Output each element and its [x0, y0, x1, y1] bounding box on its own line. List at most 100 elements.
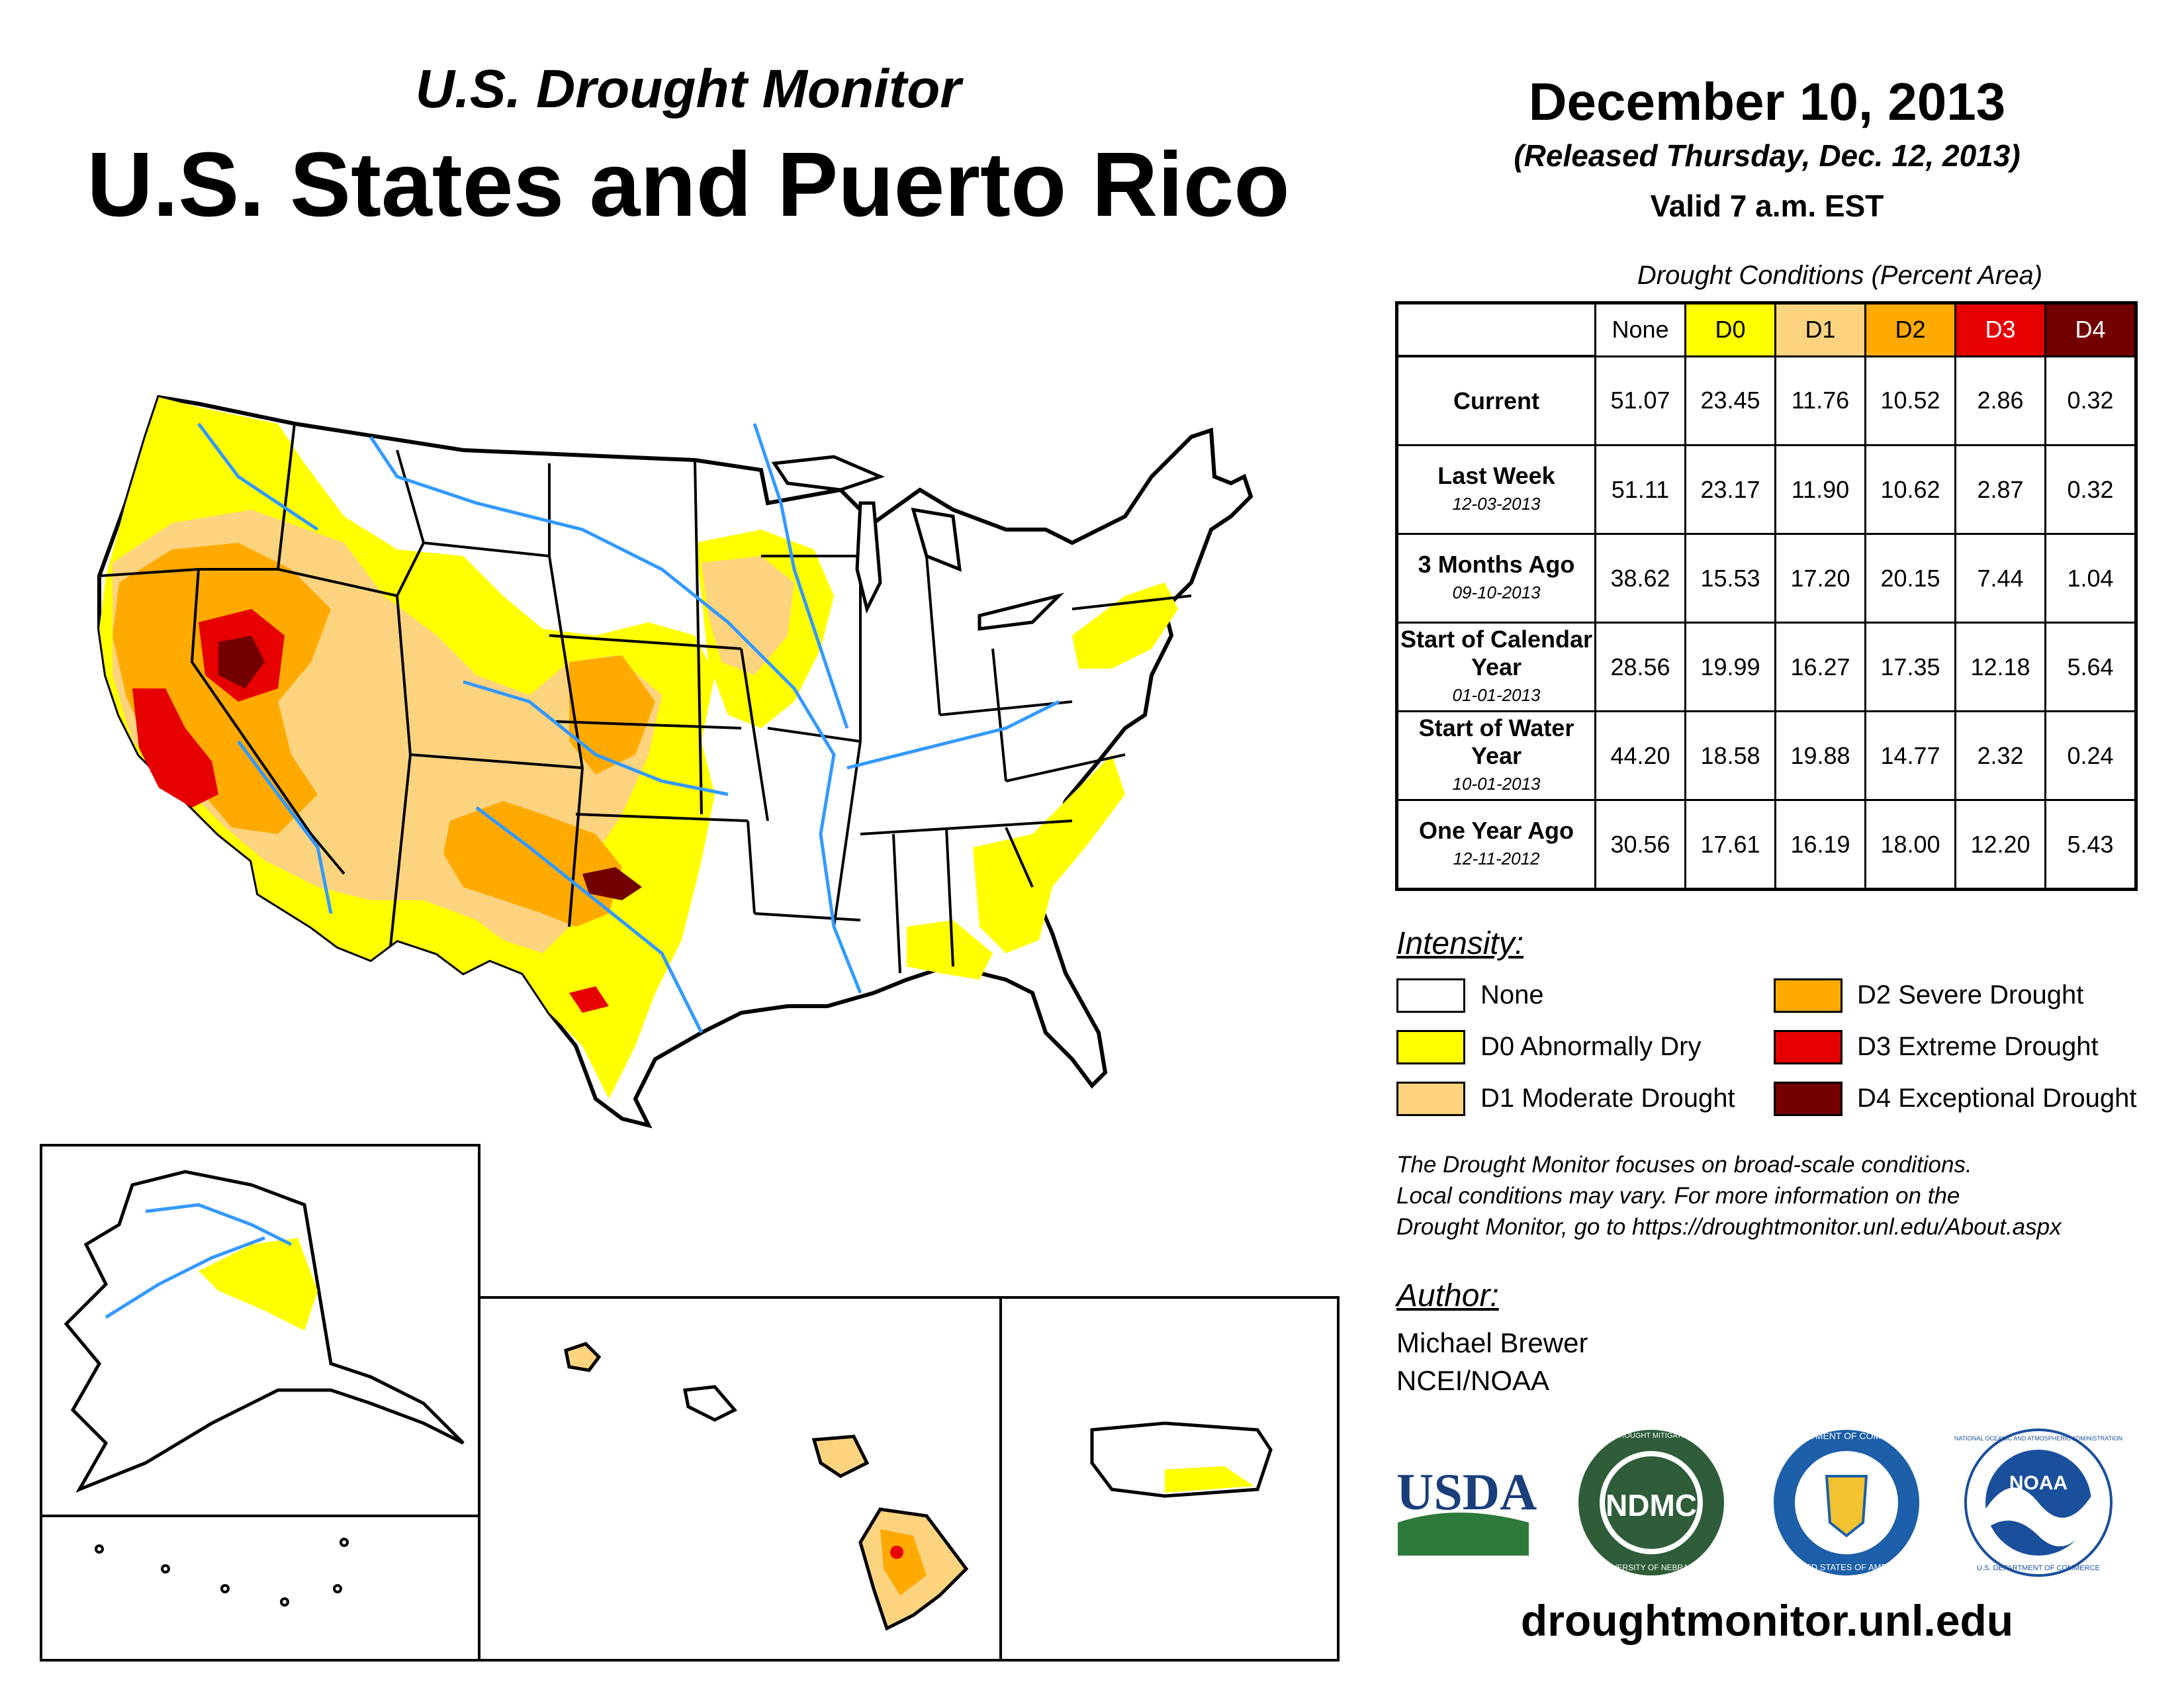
- maui: [811, 1434, 870, 1478]
- col-header: D0: [1684, 303, 1776, 357]
- big-island-d2: [880, 1529, 927, 1595]
- usda-text: USDA: [1396, 1463, 1537, 1521]
- table-row: Last Week 12-03-2013 51.11 23.17 11.90 10…: [1396, 444, 2137, 535]
- table-cell: 18.00: [1864, 799, 1956, 890]
- doc-ring-top: DEPARTMENT OF COMMERCE: [1778, 1430, 1914, 1441]
- noaa-ring-bottom: U.S. DEPARTMENT OF COMMERCE: [1977, 1564, 2100, 1572]
- table-cell: 10.62: [1864, 444, 1956, 535]
- d3-california: [132, 688, 218, 808]
- ndmc-text: NDMC: [1606, 1488, 1697, 1523]
- drought-areas: [99, 397, 1178, 1099]
- legend-swatch-d2: [1774, 978, 1843, 1013]
- valid-time: Valid 7 a.m. EST: [1650, 189, 1884, 223]
- table-cell: 51.07: [1594, 355, 1686, 446]
- table-row: One Year Ago 12-11-2012 30.56 17.61 16.19…: [1396, 799, 2137, 890]
- oahu: [683, 1385, 737, 1422]
- note-line: The Drought Monitor focuses on broad-sca…: [1396, 1152, 1972, 1178]
- alaska-land: [64, 1170, 465, 1493]
- table-row: Current 51.07 23.45 11.76 10.52 2.86 0.3…: [1396, 355, 2137, 446]
- table-cell: 16.27: [1774, 622, 1866, 712]
- footer-url[interactable]: droughtmonitor.unl.edu: [1520, 1596, 2014, 1645]
- table-header-row: None D0 D1 D2 D3 D4: [1396, 303, 2137, 357]
- doc-ring-bottom: UNITED STATES OF AMERICA: [1786, 1562, 1908, 1572]
- row-label: Current: [1396, 355, 1596, 446]
- big-island-d3: [890, 1546, 903, 1559]
- map-subtitle: U.S. Drought Monitor: [415, 59, 962, 119]
- legend-swatch-d4: [1774, 1082, 1843, 1116]
- table-cell: 19.99: [1684, 622, 1776, 712]
- col-header: D2: [1864, 303, 1956, 357]
- d3-texas: [569, 986, 609, 1013]
- row-date: 10-01-2013: [1452, 773, 1541, 794]
- hawaii-inset: [478, 1296, 1002, 1662]
- row-date: 12-11-2012: [1453, 848, 1540, 868]
- table-cell: 15.53: [1684, 533, 1776, 624]
- row-label: Start of Water Year 10-01-2013: [1396, 710, 1596, 801]
- disclaimer-note: The Drought Monitor focuses on broad-sca…: [1396, 1149, 2062, 1243]
- kauai: [564, 1342, 602, 1372]
- noaa-text: NOAA: [2009, 1472, 2068, 1494]
- d0-gulf: [907, 920, 993, 980]
- table-cell: 19.88: [1774, 710, 1866, 801]
- table-cell: 12.18: [1954, 622, 2046, 712]
- table-cell: 38.62: [1594, 533, 1686, 624]
- row-label-text: 3 Months Ago: [1418, 550, 1575, 578]
- table-cell: 16.19: [1774, 799, 1866, 890]
- table-cell: 23.45: [1684, 355, 1776, 446]
- legend-label-d0: D0 Abnormally Dry: [1480, 1032, 1702, 1061]
- legend-label-d1: D1 Moderate Drought: [1480, 1084, 1735, 1113]
- ndmc-logo: NDMC NATIONAL DROUGHT MITIGATION CENTER …: [1576, 1430, 1727, 1575]
- author-title: Author:: [1396, 1278, 1499, 1313]
- table-cell: 10.52: [1864, 355, 1956, 446]
- table-cell: 12.20: [1954, 799, 2046, 890]
- legend-label-d2: D2 Severe Drought: [1857, 980, 2084, 1009]
- table-cell: 5.43: [2044, 799, 2137, 890]
- noaa-logo: NOAA NATIONAL OCEANIC AND ATMOSPHERIC AD…: [1954, 1429, 2122, 1577]
- table-cell: 1.04: [2044, 533, 2137, 624]
- table-row: Start of Water Year 10-01-2013 44.20 18.5…: [1396, 710, 2137, 801]
- table-cell: 18.58: [1684, 710, 1776, 801]
- legend-swatch-d0: [1396, 1030, 1465, 1064]
- table-row: Start of Calendar Year 01-01-2013 28.56 1…: [1396, 622, 2137, 712]
- table-cell: 17.20: [1774, 533, 1866, 624]
- col-header: D3: [1954, 303, 2046, 357]
- state-boundaries: [99, 423, 1192, 974]
- row-date: 09-10-2013: [1452, 582, 1541, 602]
- table-cell: 0.32: [2044, 444, 2137, 535]
- table-cell: 20.15: [1864, 533, 1956, 624]
- table-cell: 51.11: [1594, 444, 1686, 535]
- doc-seal: DEPARTMENT OF COMMERCE UNITED STATES OF …: [1774, 1430, 1919, 1575]
- drought-stats-table: None D0 D1 D2 D3 D4 Current 51.07 23.45 …: [1395, 301, 2138, 891]
- noaa-ring-top: NATIONAL OCEANIC AND ATMOSPHERIC ADMINIS…: [1954, 1435, 2122, 1442]
- col-header: D4: [2044, 303, 2137, 357]
- table-cell: 2.87: [1954, 444, 2046, 535]
- alaska-d0: [199, 1238, 318, 1331]
- table-cell: 0.24: [2044, 710, 2137, 801]
- conus-map: [97, 395, 1253, 1129]
- author-org: NCEI/NOAA: [1396, 1365, 1550, 1396]
- map-title: U.S. States and Puerto Rico: [87, 134, 1290, 236]
- col-header: D1: [1774, 303, 1866, 357]
- row-date: 12-03-2013: [1452, 493, 1541, 514]
- row-label: 3 Months Ago 09-10-2013: [1396, 533, 1596, 624]
- row-label: Last Week 12-03-2013: [1396, 444, 1596, 535]
- author-name: Michael Brewer: [1396, 1327, 1588, 1358]
- table-cell: 2.86: [1954, 355, 2046, 446]
- alaska-inset: [40, 1144, 480, 1662]
- release-date: (Released Thursday, Dec. 12, 2013): [1514, 138, 2021, 173]
- d4-texas: [582, 867, 642, 900]
- note-line: Local conditions may vary. For more info…: [1396, 1183, 1960, 1209]
- table-corner: [1396, 303, 1596, 357]
- row-date: 01-01-2013: [1452, 684, 1541, 705]
- ndmc-ring-top: NATIONAL DROUGHT MITIGATION CENTER: [1576, 1432, 1727, 1440]
- legend-title: Intensity:: [1396, 926, 1524, 961]
- row-label-text: Start of Calendar Year: [1400, 625, 1593, 680]
- table-cell: 28.56: [1594, 622, 1686, 712]
- rivers: [197, 422, 1060, 1034]
- table-cell: 11.76: [1774, 355, 1866, 446]
- row-label: One Year Ago 12-11-2012: [1396, 799, 1596, 890]
- puerto-rico-inset: [999, 1296, 1340, 1662]
- great-lakes: [771, 455, 1065, 631]
- table-cell: 23.17: [1684, 444, 1776, 535]
- table-cell: 11.90: [1774, 444, 1866, 535]
